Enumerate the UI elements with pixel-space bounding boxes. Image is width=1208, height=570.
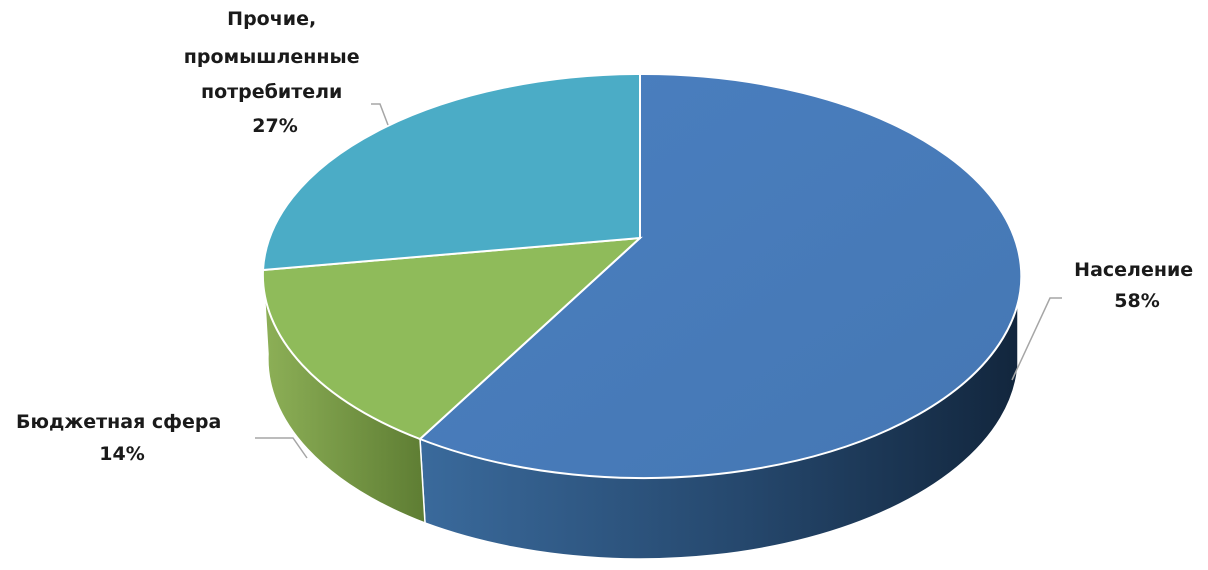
slice-label-text: промышленные <box>184 46 360 68</box>
slice-label-naselenie: Население 58% <box>1074 259 1200 312</box>
slice-label-prochie: Прочие, промышленные потребители 27% <box>184 8 366 137</box>
slice-value-label: 27% <box>252 115 297 137</box>
slice-label-text: потребители <box>201 81 342 103</box>
slice-label-text: Прочие, <box>227 8 316 30</box>
slice-top-naselenie <box>418 72 1023 479</box>
slice-label-text: Бюджетная сфера <box>16 411 221 433</box>
slice-top-prochie <box>261 72 641 272</box>
leader-line-byudzhet <box>255 437 308 459</box>
slice-value-label: 58% <box>1114 290 1159 312</box>
slice-label-text: Население <box>1074 259 1193 281</box>
leader-line-prochie <box>371 103 389 126</box>
leader-line-naselenie <box>1011 297 1062 381</box>
slice-value-label: 14% <box>99 443 144 465</box>
slice-top-byudzhet <box>261 236 643 441</box>
slice-label-byudzhet: Бюджетная сфера 14% <box>16 411 228 465</box>
